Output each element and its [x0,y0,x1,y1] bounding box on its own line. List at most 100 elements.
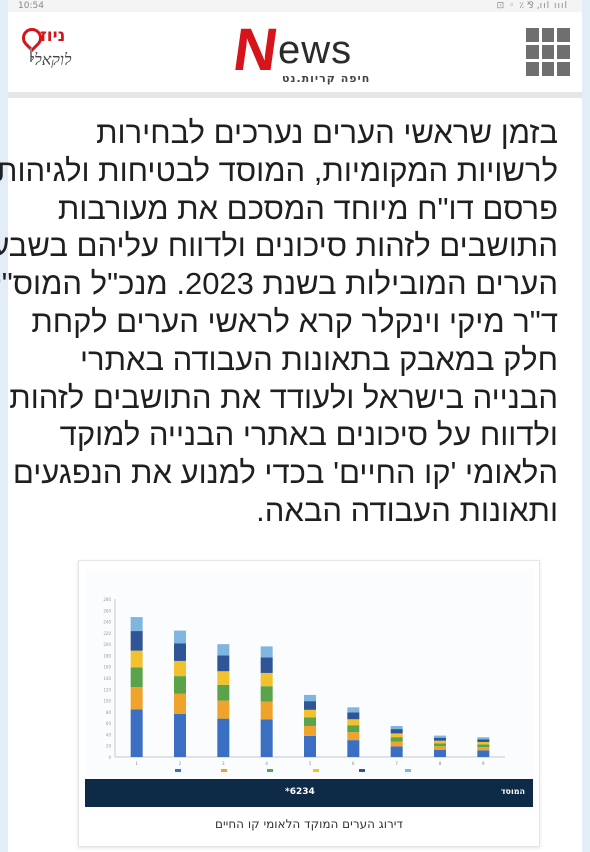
bar-segment [434,740,446,744]
menu-cell [541,45,555,59]
x-tick-label: 7 [395,761,398,766]
y-tick-label: 280 [103,597,111,602]
x-tick-label: 9 [482,761,485,766]
bar-segment [347,712,360,720]
pin-stem [30,48,32,62]
y-tick-label: 80 [106,710,112,715]
brand-subtitle: חיפה קריות.נט [282,72,371,85]
bar-segment [390,746,403,757]
menu-cell [541,62,555,76]
x-tick-label: 8 [439,761,442,766]
bar-segment [304,717,316,726]
bar-segment [130,709,143,757]
bar-segment [304,725,316,736]
local-logo-top-text: ניוז [40,26,66,46]
bar-segment [174,630,186,644]
menu-cell [526,28,539,42]
bar-segment [260,719,273,757]
article-line: הערים המובילות בשנת 2023. מנכ"ל המוס"ל [0,266,558,302]
bar-segment [304,709,316,718]
chart-footer-bar: *6234 המוסד [85,779,533,807]
menu-cell [541,28,555,42]
legend-swatch [313,769,319,772]
brand-word: ews [278,28,353,72]
y-tick-label: 60 [106,721,112,726]
y-tick-label: 140 [103,676,111,681]
status-time: 10:54 [18,1,44,11]
grid-menu-icon[interactable] [526,28,570,76]
bar-segment [390,741,403,747]
bar-segment [304,735,316,757]
article-line: הלאומי 'קו החיים' בכדי למנוע את הנפגעים [12,455,558,491]
bar-segment [434,735,446,738]
y-tick-label: 160 [103,665,111,670]
bar-segment [260,686,273,702]
bar-segment [260,657,273,673]
local-logo-bottom-text: לוקאלי [30,50,72,69]
hotline-number: *6234 [285,787,315,797]
bar-segment [217,700,230,719]
menu-cell [526,62,539,76]
bar-segment [217,671,230,685]
bar-segment [434,746,446,750]
article-line: חלק במאבק בתאונות העבודה באתרי [79,341,558,377]
legend-swatch [175,769,181,772]
bar-segment [217,718,230,757]
article-body: בזמן שראשי הערים נערכים לבחירות לרשויות … [0,114,558,530]
menu-cell [557,45,570,59]
article-line: לרשויות המקומיות, המוסד לבטיחות ולגיהות [0,152,558,188]
status-indicators: ‎٪ ⅋ ,ııl ıııl ◦ ⊡ [496,1,568,11]
y-tick-label: 120 [103,687,111,692]
bar-segment [260,672,273,687]
bar-segment [390,729,403,734]
bar-segment [434,749,446,757]
y-tick-label: 40 [106,732,112,737]
bar-segment [477,737,490,740]
bar-segment [477,750,490,757]
bar-segment [390,737,403,742]
bar-segment [347,740,360,757]
bar-segment [130,617,143,632]
bar-segment [347,732,360,741]
brand-initial: N [229,16,283,83]
article-figure[interactable]: 0 20 40 60 80 100 120 140 160 180 200 220 240 260 280 1… [78,560,540,847]
article-line: התושבים לזהות סיכונים ולדווח עליהם בשבע [0,228,558,264]
bar-segment [304,694,316,702]
bar-segment [477,747,490,751]
legend-swatch [405,769,411,772]
bar-segment [260,646,273,658]
chart-image: 0 20 40 60 80 100 120 140 160 180 200 220 240 260 280 1… [85,569,533,807]
status-bar: 10:54 ‎٪ ⅋ ,ııl ıııl ◦ ⊡ [8,0,582,12]
x-tick-label: 5 [309,761,312,766]
article-line: פרסם דו"ח מיוחד המסכם את מעורבות [57,190,558,226]
legend-swatch [267,769,273,772]
bar-segment [130,631,143,651]
figure-caption: דירוג הערים המוקד הלאומי קו החיים [215,817,403,831]
legend-swatch [221,769,227,772]
menu-cell [557,28,570,42]
article-line: ד"ר מיקי וינקלר קרא לראשי הערים לקחת [31,303,558,339]
article-line: בזמן שראשי הערים נערכים לבחירות [96,115,558,150]
bar-segment [130,687,143,710]
institute-logo: המוסד [500,787,525,796]
x-tick-label: 4 [265,761,268,766]
article-paragraph: בזמן שראשי הערים נערכים לבחירות לרשויות … [0,114,558,530]
bar-segment [347,725,360,733]
brand-logo[interactable]: N ews חיפה קריות.נט [229,16,384,90]
legend-swatch [359,769,365,772]
bar-segment [347,707,360,713]
y-tick-label: 180 [103,653,111,658]
bar-segment [130,650,143,668]
bar-segment [217,655,230,672]
y-tick-label: 0 [108,755,111,760]
local-news-logo[interactable]: ניוז לוקאלי [17,23,82,80]
bar-segment [347,719,360,726]
bar-segment [174,643,186,661]
bar-segment [477,741,490,745]
bar-segment [434,737,446,741]
bar-segment [130,667,143,688]
x-tick-label: 1 [135,761,138,766]
bar-segment [174,693,186,715]
y-tick-label: 240 [103,620,111,625]
